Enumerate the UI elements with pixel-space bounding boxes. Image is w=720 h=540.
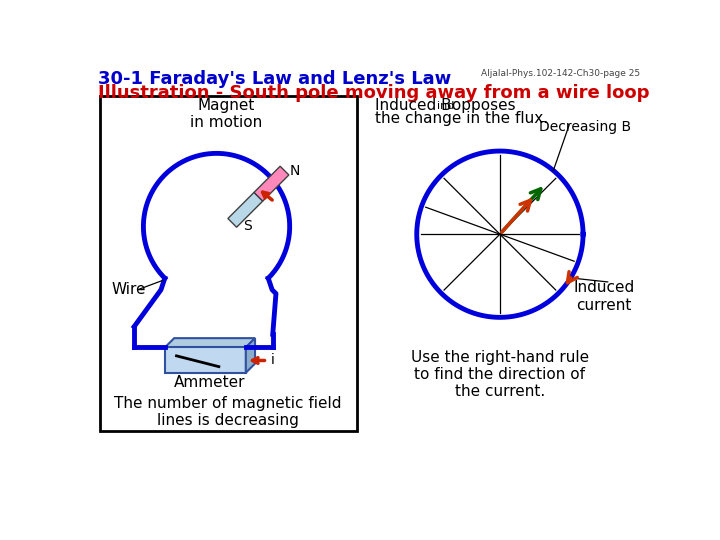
Text: ind: ind — [437, 101, 454, 111]
Text: Ammeter: Ammeter — [174, 375, 246, 390]
Text: i: i — [271, 354, 274, 368]
Polygon shape — [246, 338, 255, 373]
Text: Decreasing B: Decreasing B — [539, 120, 631, 134]
Text: The number of magnetic field
lines is decreasing: The number of magnetic field lines is de… — [114, 396, 342, 428]
Polygon shape — [228, 192, 263, 227]
Polygon shape — [165, 347, 246, 373]
Text: Wire: Wire — [111, 282, 145, 297]
Polygon shape — [165, 338, 255, 347]
Polygon shape — [254, 166, 289, 201]
Text: 30-1 Faraday's Law and Lenz's Law: 30-1 Faraday's Law and Lenz's Law — [98, 70, 451, 88]
Text: the change in the flux.: the change in the flux. — [375, 111, 549, 126]
Bar — [99, 96, 357, 430]
Text: Use the right-hand rule
to find the direction of
the current.: Use the right-hand rule to find the dire… — [411, 350, 589, 400]
Text: Illustration - South pole moving away from a wire loop: Illustration - South pole moving away fr… — [98, 84, 649, 102]
Text: Induced
current: Induced current — [573, 280, 634, 313]
Text: opposes: opposes — [447, 98, 516, 113]
Text: Induced B: Induced B — [375, 98, 451, 113]
Text: S: S — [243, 219, 252, 233]
Text: Aljalal-Phys.102-142-Ch30-page 25: Aljalal-Phys.102-142-Ch30-page 25 — [481, 70, 640, 78]
Text: Magnet
in motion: Magnet in motion — [190, 98, 263, 130]
Text: N: N — [289, 164, 300, 178]
